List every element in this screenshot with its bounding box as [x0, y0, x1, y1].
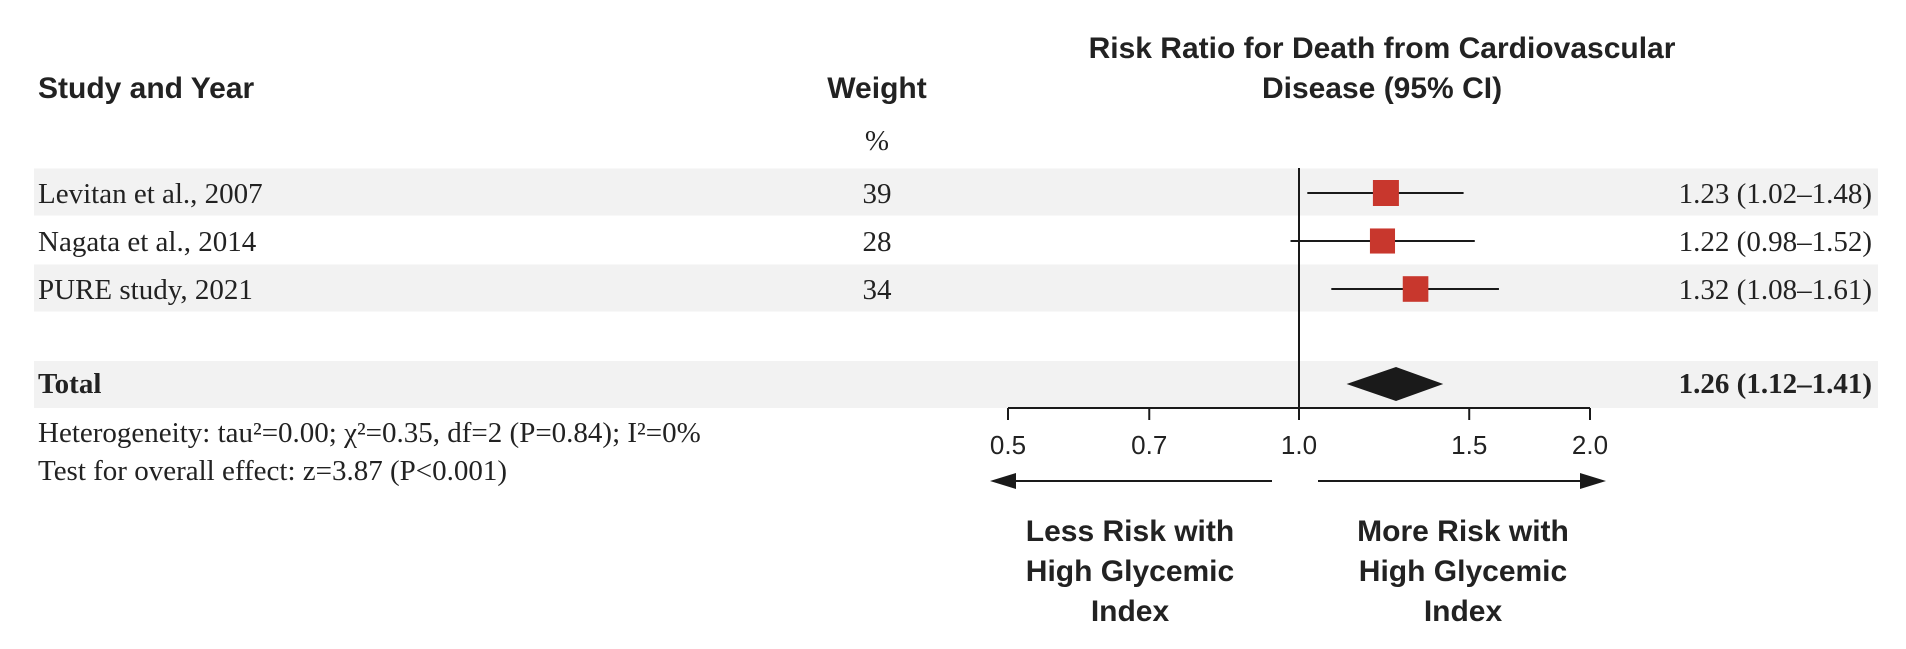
study-name: PURE study, 2021 — [38, 274, 253, 306]
x-tick-label: 0.5 — [990, 430, 1026, 460]
header-weight: Weight — [827, 72, 926, 105]
study-name: Levitan et al., 2007 — [38, 178, 263, 210]
study-rows: Levitan et al., 2007 39 1.23 (1.02–1.48) Na… — [38, 178, 1872, 306]
row-band-total — [34, 361, 1878, 408]
right-direction-label: More Risk with — [1357, 515, 1569, 548]
row-band — [34, 168, 1878, 216]
total-label: Total — [38, 368, 101, 400]
left-arrow-head — [990, 473, 1016, 489]
study-marker — [1402, 276, 1429, 302]
header-effect-line1: Risk Ratio for Death from Cardiovascular — [1089, 32, 1676, 65]
study-weight: 39 — [863, 178, 892, 210]
header-study: Study and Year — [38, 72, 255, 105]
row-bands — [34, 168, 1878, 408]
overall-effect-note: Test for overall effect: z=3.87 (P<0.001… — [38, 455, 507, 487]
left-direction-label: Less Risk with — [1026, 515, 1234, 548]
study-marker — [1372, 180, 1399, 206]
plot-area: 0.5 0.7 1.0 1.5 2.0 — [990, 168, 1608, 489]
study-weight: 28 — [863, 226, 892, 258]
total-estimate: 1.26 (1.12–1.41) — [1679, 368, 1872, 400]
left-direction-label: Index — [1091, 595, 1170, 628]
direction-labels: Less Risk with High Glycemic Index More Ris… — [1026, 515, 1569, 628]
right-arrow-head — [1580, 473, 1606, 489]
header-weight-unit: % — [865, 125, 889, 157]
x-tick-label: 2.0 — [1572, 430, 1608, 460]
study-estimate: 1.23 (1.02–1.48) — [1679, 178, 1872, 210]
row-band — [34, 264, 1878, 312]
study-estimate: 1.32 (1.08–1.61) — [1679, 274, 1872, 306]
header-effect-line2: Disease (95% CI) — [1262, 72, 1502, 105]
study-name: Nagata et al., 2014 — [38, 226, 257, 258]
study-weight: 34 — [863, 274, 893, 306]
study-estimate: 1.22 (0.98–1.52) — [1679, 226, 1872, 258]
x-tick-label: 1.5 — [1451, 430, 1487, 460]
study-marker — [1369, 228, 1396, 254]
x-tick-label: 1.0 — [1281, 430, 1317, 460]
right-direction-label: High Glycemic — [1359, 555, 1567, 588]
pooled-diamond — [1346, 367, 1444, 401]
x-tick-label: 0.7 — [1131, 430, 1167, 460]
left-direction-label: High Glycemic — [1026, 555, 1234, 588]
heterogeneity-note: Heterogeneity: tau²=0.00; χ²=0.35, df=2 … — [38, 417, 701, 449]
right-direction-label: Index — [1424, 595, 1503, 628]
